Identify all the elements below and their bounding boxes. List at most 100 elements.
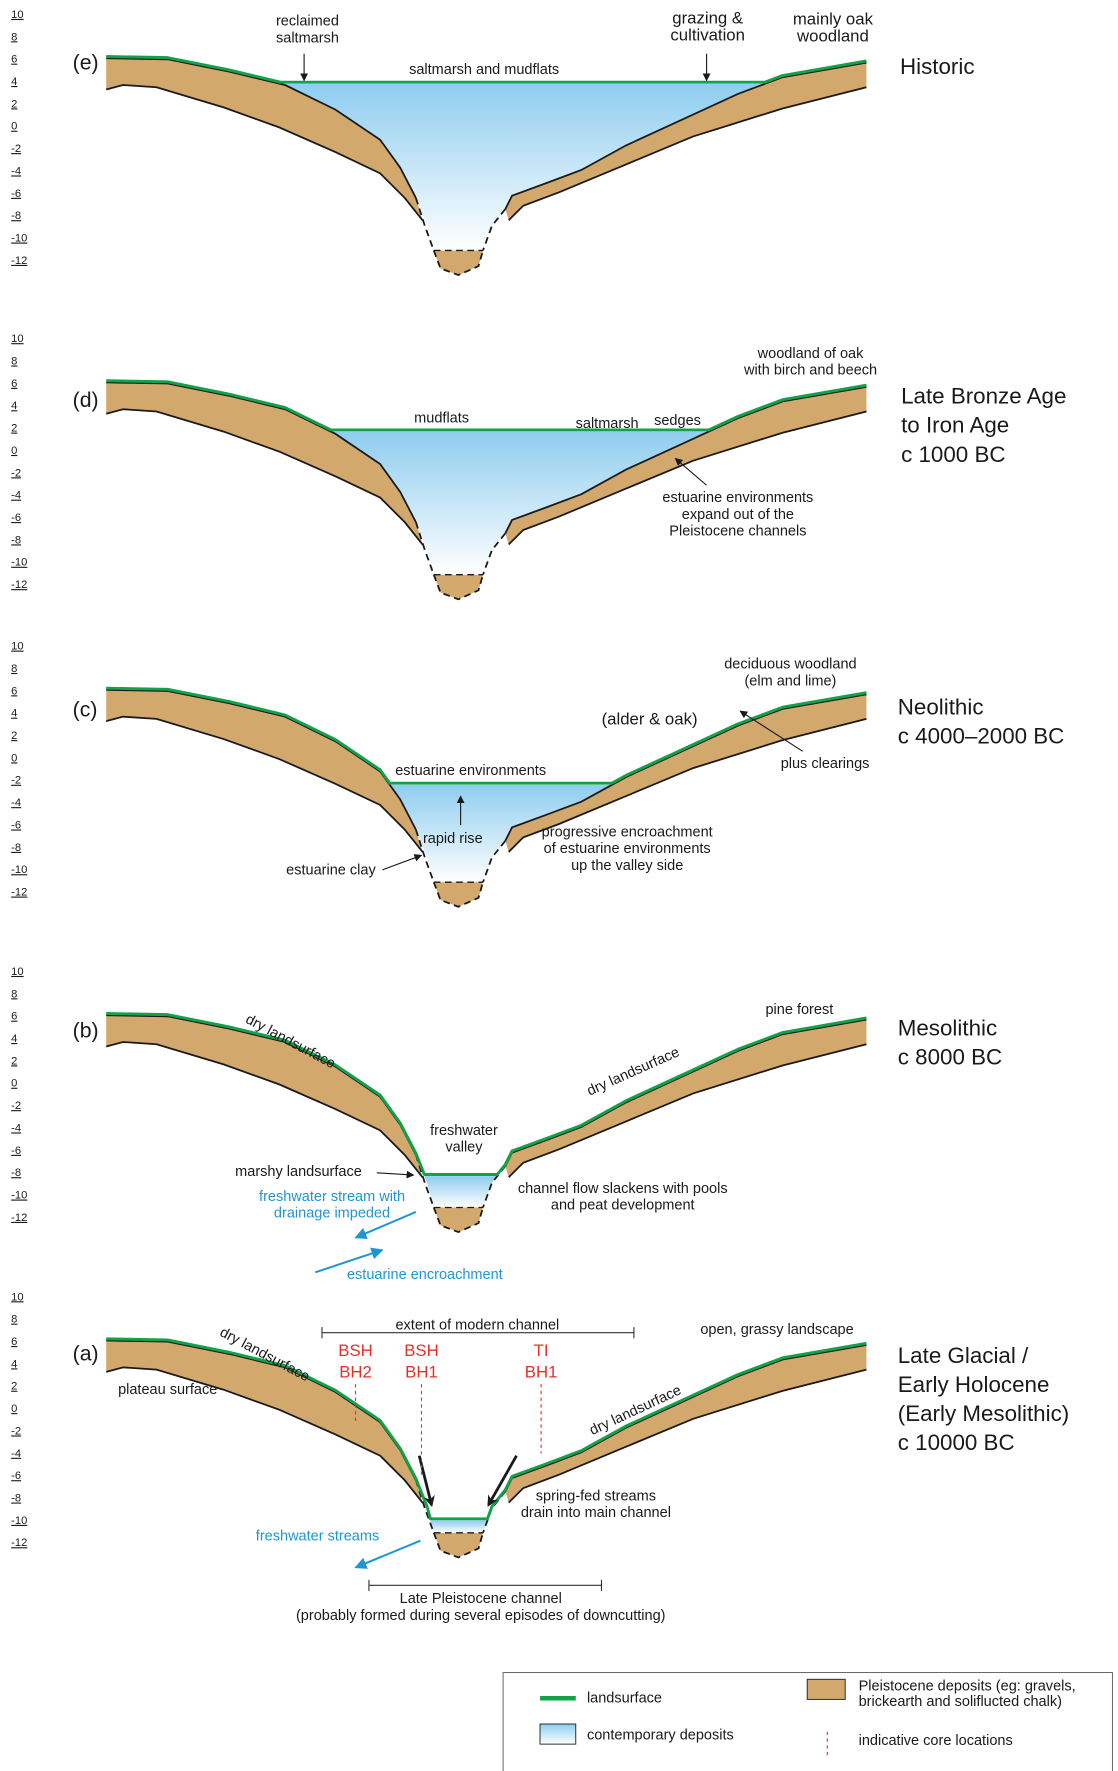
annotation: channel flow slackens with pools [518, 1181, 728, 1197]
elevation-tick: -12 [11, 887, 27, 899]
pleistocene-deposit [106, 382, 422, 544]
annotation: reclaimed [276, 14, 339, 30]
elevation-tick: -12 [11, 1212, 27, 1224]
contemporary-deposit [280, 84, 764, 251]
annotation: estuarine clay [286, 862, 376, 878]
elevation-tick: 2 [11, 423, 17, 435]
elevation-tick: 6 [11, 1336, 17, 1348]
annotation: freshwater [430, 1123, 498, 1139]
panel-label: (d) [73, 388, 99, 412]
legend-label: landsurface [587, 1691, 662, 1707]
annotation: sedges [654, 413, 701, 429]
annotation: TI [534, 1341, 549, 1360]
elevation-tick: -2 [11, 1425, 21, 1437]
annotation: plus clearings [781, 756, 870, 772]
annotation: open, grassy landscape [700, 1322, 853, 1338]
annotation: BH2 [339, 1362, 372, 1381]
elevation-tick: 2 [11, 730, 17, 742]
elevation-tick: 0 [11, 1403, 17, 1415]
annotation: progressive encroachment [542, 824, 713, 840]
elevation-tick: 0 [11, 1078, 17, 1090]
annotation: saltmarsh [276, 31, 339, 47]
elevation-tick: -6 [11, 512, 21, 524]
annotation: spring-fed streams [536, 1488, 656, 1504]
annotation: with birch and beech [743, 363, 877, 379]
elevation-tick: -12 [11, 255, 27, 267]
elevation-tick: -8 [11, 1493, 21, 1505]
elevation-tick: 0 [11, 752, 17, 764]
elevation-tick: 8 [11, 663, 17, 675]
annotation: plateau surface [118, 1382, 217, 1398]
elevation-tick: -10 [11, 557, 27, 569]
elevation-tick: 4 [11, 708, 17, 720]
annotation: marshy landsurface [235, 1164, 362, 1180]
annotation: freshwater streams [256, 1529, 379, 1545]
elevation-tick: -4 [11, 797, 21, 809]
elevation-tick: -8 [11, 210, 21, 222]
pleistocene-deposit [434, 1207, 483, 1232]
elevation-tick: -6 [11, 1145, 21, 1157]
elevation-tick: 10 [11, 333, 23, 345]
elevation-tick: 6 [11, 378, 17, 390]
annotation: expand out of the [682, 507, 794, 523]
period-label: Late Bronze Age [901, 384, 1066, 409]
annotation: (alder & oak) [602, 710, 698, 729]
period-label: (Early Mesolithic) [898, 1401, 1069, 1426]
elevation-tick: -4 [11, 165, 21, 177]
elevation-tick: -4 [11, 1448, 21, 1460]
annotation: mudflats [414, 411, 469, 427]
contemporary-deposit [424, 1176, 497, 1207]
pleistocene-deposit [434, 1533, 483, 1558]
panel-label: (c) [73, 698, 98, 722]
pleistocene-deposit [106, 690, 422, 852]
elevation-tick: 10 [11, 966, 23, 978]
contemporary-deposit [430, 1521, 487, 1533]
legend-label: indicative core locations [859, 1733, 1013, 1749]
annotation: estuarine encroachment [347, 1267, 503, 1283]
elevation-tick: -8 [11, 842, 21, 854]
cross-section [106, 1339, 866, 1558]
period-label: c 8000 BC [898, 1044, 1002, 1069]
elevation-tick: -10 [11, 1190, 27, 1202]
elevation-tick: -8 [11, 534, 21, 546]
elevation-tick: -8 [11, 1167, 21, 1179]
elevation-tick: -2 [11, 467, 21, 479]
period-label: to Iron Age [901, 413, 1009, 438]
pleistocene-deposit [434, 882, 483, 907]
elevation-tick: -2 [11, 1100, 21, 1112]
elevation-tick: 6 [11, 685, 17, 697]
elevation-tick: 8 [11, 1314, 17, 1326]
elevation-tick: 6 [11, 1011, 17, 1023]
elevation-tick: -4 [11, 490, 21, 502]
elevation-tick: 10 [11, 9, 23, 21]
elevation-tick: -10 [11, 1515, 27, 1527]
annotation: and peat development [551, 1198, 695, 1214]
elevation-tick: 8 [11, 988, 17, 1000]
annotation: BSH [404, 1341, 438, 1360]
elevation-tick: 2 [11, 1381, 17, 1393]
elevation-tick: 8 [11, 356, 17, 368]
pleistocene-deposit [505, 1020, 866, 1178]
page: Valley cross-sections body { margin: 0; … [0, 0, 1118, 1771]
annotation: extent of modern channel [395, 1317, 559, 1333]
elevation-tick: -6 [11, 819, 21, 831]
annotation: rapid rise [423, 831, 483, 847]
elevation-tick: 2 [11, 98, 17, 110]
cross-section [106, 57, 866, 276]
period-label: c 10000 BC [898, 1430, 1015, 1455]
annotation: BSH [338, 1341, 372, 1360]
annotation: of estuarine environments [544, 841, 711, 857]
elevation-tick: 4 [11, 1033, 17, 1045]
elevation-tick: -6 [11, 1470, 21, 1482]
annotation: Late Pleistocene channel [400, 1591, 562, 1607]
elevation-tick: 0 [11, 445, 17, 457]
annotation: BH1 [525, 1362, 558, 1381]
annotation: estuarine environments [395, 763, 546, 779]
elevation-tick: -12 [11, 1537, 27, 1549]
elevation-tick: -2 [11, 143, 21, 155]
elevation-tick: -10 [11, 233, 27, 245]
legend-blue-swatch [540, 1724, 576, 1744]
annotation: drainage impeded [274, 1206, 390, 1222]
pleistocene-deposit [505, 1345, 866, 1503]
elevation-tick: -12 [11, 579, 27, 591]
